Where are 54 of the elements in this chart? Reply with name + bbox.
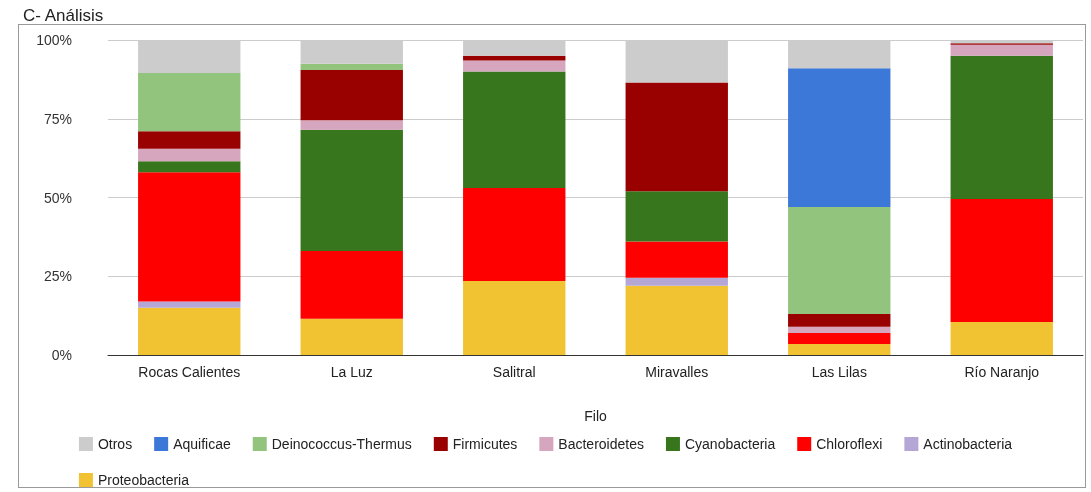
legend-label: Chloroflexi xyxy=(816,436,883,452)
x-tick-label: Rocas Calientes xyxy=(138,364,241,380)
bar xyxy=(950,55,1053,200)
bar xyxy=(788,343,891,355)
bar xyxy=(625,285,728,355)
x-tick-label: Las Lilas xyxy=(811,364,867,380)
legend-label: Bacteroidetes xyxy=(558,436,644,452)
bar xyxy=(300,120,403,130)
y-tick-label: 0% xyxy=(51,347,72,363)
legend-label: Deinococcus-Thermus xyxy=(271,436,412,452)
bar xyxy=(300,63,403,70)
legend-label: Actinobacteria xyxy=(923,436,1013,452)
bar xyxy=(950,199,1053,322)
bar xyxy=(463,188,566,281)
bar xyxy=(625,241,728,278)
legend-label: Otros xyxy=(97,436,133,452)
chart-title: C- Análisis xyxy=(23,6,104,25)
bar xyxy=(463,60,566,72)
legend-label: Proteobacteria xyxy=(97,472,190,488)
x-tick-label: Río Naranjo xyxy=(964,364,1040,380)
legend-label: Aquificae xyxy=(173,436,231,452)
x-tick-label: Salitral xyxy=(492,364,536,380)
bar xyxy=(300,318,403,355)
bar xyxy=(625,191,728,242)
x-axis-title: Filo xyxy=(584,408,607,424)
bar xyxy=(300,69,403,121)
bar xyxy=(138,301,241,308)
bar xyxy=(950,321,1053,355)
x-tick-label: Miravalles xyxy=(645,364,709,380)
y-tick-label: 50% xyxy=(43,189,72,206)
bar xyxy=(138,73,241,132)
bar xyxy=(138,307,241,355)
legend-label: Firmicutes xyxy=(452,436,518,452)
bar xyxy=(138,148,241,162)
bar xyxy=(788,68,891,207)
bar xyxy=(788,332,891,344)
x-tick-label: La Luz xyxy=(330,364,373,380)
bar xyxy=(300,251,403,319)
y-tick-label: 75% xyxy=(43,110,72,127)
bar xyxy=(625,277,728,286)
bar xyxy=(788,326,891,333)
bar xyxy=(300,129,403,252)
bar xyxy=(788,314,891,327)
bar xyxy=(463,71,566,189)
legend-label: Cyanobacteria xyxy=(684,436,776,452)
bar xyxy=(138,161,241,173)
bar xyxy=(950,44,1053,56)
bar xyxy=(463,280,566,355)
y-tick-label: 100% xyxy=(36,32,72,48)
y-tick-label: 25% xyxy=(43,268,72,285)
bar xyxy=(788,206,891,315)
bar xyxy=(138,131,241,149)
bar xyxy=(138,172,241,302)
bar xyxy=(625,82,728,192)
